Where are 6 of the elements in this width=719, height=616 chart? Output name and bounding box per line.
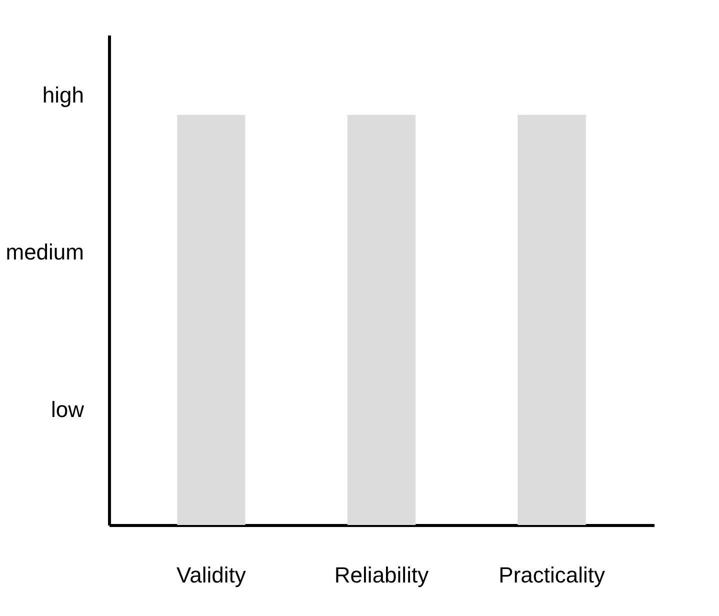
text: low — [50, 396, 84, 422]
text: medium — [6, 240, 84, 265]
x-tick-label: Practicality — [498, 562, 605, 588]
x-tick-label: Reliability — [334, 562, 429, 588]
x-tick-label: Validity — [176, 562, 246, 588]
text: high — [42, 82, 84, 108]
